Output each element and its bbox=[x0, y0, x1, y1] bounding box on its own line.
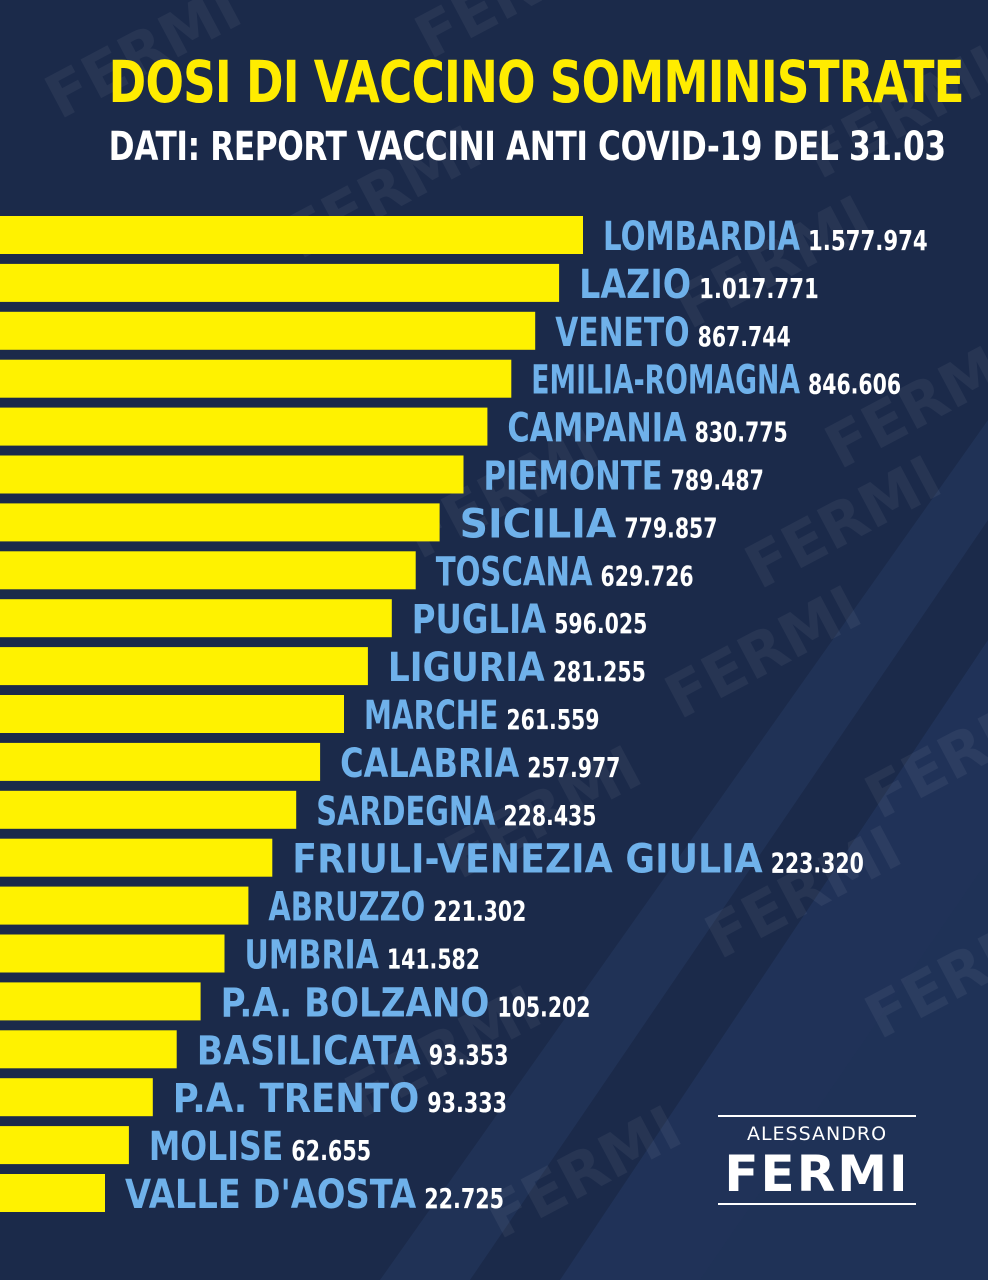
region-label: PIEMONTE bbox=[484, 454, 663, 500]
region-label: EMILIA-ROMAGNA bbox=[531, 358, 800, 404]
value-label: 141.582 bbox=[387, 943, 480, 976]
bar-p-a-bolzano bbox=[0, 982, 201, 1021]
region-label: P.A. BOLZANO bbox=[221, 980, 490, 1026]
bar-abruzzo bbox=[0, 886, 249, 925]
region-label: CALABRIA bbox=[340, 741, 519, 787]
bar-lazio bbox=[0, 263, 560, 302]
region-label: LAZIO bbox=[579, 262, 691, 308]
bar-friuli-venezia-giulia bbox=[0, 838, 273, 877]
bar-umbria bbox=[0, 934, 225, 973]
value-label: 22.725 bbox=[424, 1182, 504, 1215]
logo-divider-top bbox=[718, 1115, 916, 1117]
region-label: LIGURIA bbox=[388, 645, 545, 691]
value-label: 261.559 bbox=[506, 703, 599, 736]
bar-piemonte bbox=[0, 455, 464, 494]
logo-first-name: ALESSANDRO bbox=[746, 1123, 888, 1145]
bar-liguria bbox=[0, 647, 368, 686]
region-label: SICILIA bbox=[460, 501, 617, 547]
value-label: 93.353 bbox=[429, 1038, 509, 1071]
bar-sardegna bbox=[0, 790, 297, 829]
value-label: 1.577.974 bbox=[808, 224, 928, 257]
region-label: VALLE D'AOSTA bbox=[125, 1172, 416, 1218]
bar-puglia bbox=[0, 599, 392, 638]
value-label: 93.333 bbox=[427, 1086, 507, 1119]
bar-basilicata bbox=[0, 1030, 177, 1069]
logo-divider-bottom bbox=[718, 1203, 916, 1205]
region-label: P.A. TRENTO bbox=[173, 1076, 419, 1122]
region-label: LOMBARDIA bbox=[603, 214, 800, 260]
region-label: MARCHE bbox=[364, 693, 498, 739]
bar-veneto bbox=[0, 311, 536, 350]
logo-surname: FERMI bbox=[724, 1145, 910, 1203]
region-label: PUGLIA bbox=[412, 597, 546, 643]
region-label: ABRUZZO bbox=[268, 885, 425, 931]
region-label: SARDEGNA bbox=[316, 789, 495, 835]
value-label: 629.726 bbox=[601, 559, 694, 592]
value-label: 223.320 bbox=[771, 847, 864, 880]
value-label: 257.977 bbox=[527, 751, 620, 784]
value-label: 105.202 bbox=[497, 990, 590, 1023]
region-label: TOSCANA bbox=[436, 549, 593, 595]
bar-valle-d-aosta bbox=[0, 1174, 105, 1212]
bar-p-a-trento bbox=[0, 1078, 153, 1117]
value-label: 789.487 bbox=[671, 464, 764, 497]
value-label: 228.435 bbox=[503, 799, 596, 832]
value-label: 596.025 bbox=[554, 607, 647, 640]
bar-molise bbox=[0, 1126, 129, 1165]
chart-title: DOSI DI VACCINO SOMMINISTRATE bbox=[108, 48, 965, 116]
value-label: 779.857 bbox=[624, 511, 717, 544]
bar-campania bbox=[0, 407, 488, 446]
bar-sicilia bbox=[0, 503, 440, 542]
bar-lombardia bbox=[0, 216, 583, 254]
bar-marche bbox=[0, 695, 344, 733]
region-label: BASILICATA bbox=[197, 1028, 421, 1074]
chart-subtitle: DATI: REPORT VACCINI ANTI COVID-19 DEL 3… bbox=[108, 124, 946, 170]
value-label: 830.775 bbox=[695, 416, 788, 449]
value-label: 1.017.771 bbox=[699, 272, 819, 305]
value-label: 221.302 bbox=[433, 895, 526, 928]
region-label: MOLISE bbox=[149, 1124, 283, 1170]
region-label: VENETO bbox=[555, 310, 689, 356]
value-label: 281.255 bbox=[553, 655, 646, 688]
value-label: 846.606 bbox=[808, 368, 901, 401]
bar-calabria bbox=[0, 742, 321, 781]
bar-toscana bbox=[0, 551, 416, 590]
bar-emilia-romagna bbox=[0, 359, 512, 398]
region-label: CAMPANIA bbox=[507, 406, 686, 452]
region-label: UMBRIA bbox=[245, 933, 379, 979]
author-logo: ALESSANDRO FERMI bbox=[718, 1115, 916, 1207]
region-label: FRIULI-VENEZIA GIULIA bbox=[292, 837, 762, 883]
value-label: 62.655 bbox=[291, 1134, 371, 1167]
value-label: 867.744 bbox=[698, 320, 791, 353]
